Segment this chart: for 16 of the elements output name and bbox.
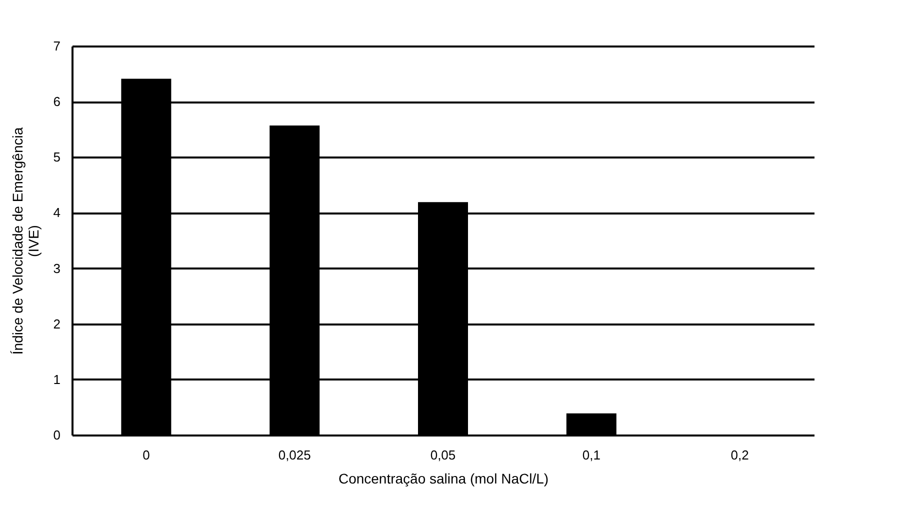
y-tick-label: 2 — [53, 316, 60, 332]
x-tick-label: 0,025 — [278, 448, 311, 462]
y-tick-label: 6 — [53, 94, 60, 110]
text: Índice de Velocidade de Emergência — [9, 127, 26, 355]
y-tick-label: 0 — [53, 428, 60, 442]
y-tick-label: 4 — [53, 205, 60, 220]
x-tick-label: 0,05 — [430, 448, 456, 462]
y-tick-label: 3 — [53, 260, 60, 276]
y-tick-label: 1 — [53, 372, 60, 387]
x-tick-label: 0 — [142, 448, 150, 462]
y-tick-label: 5 — [53, 150, 60, 165]
x-tick-label: 0,2 — [730, 448, 749, 462]
x-axis-title: Concentração salina (mol NaCl/L) — [338, 470, 549, 486]
text: (IVE) — [25, 225, 42, 257]
x-tick-label: 0,1 — [582, 448, 600, 462]
y-tick-label: 7 — [53, 38, 60, 54]
